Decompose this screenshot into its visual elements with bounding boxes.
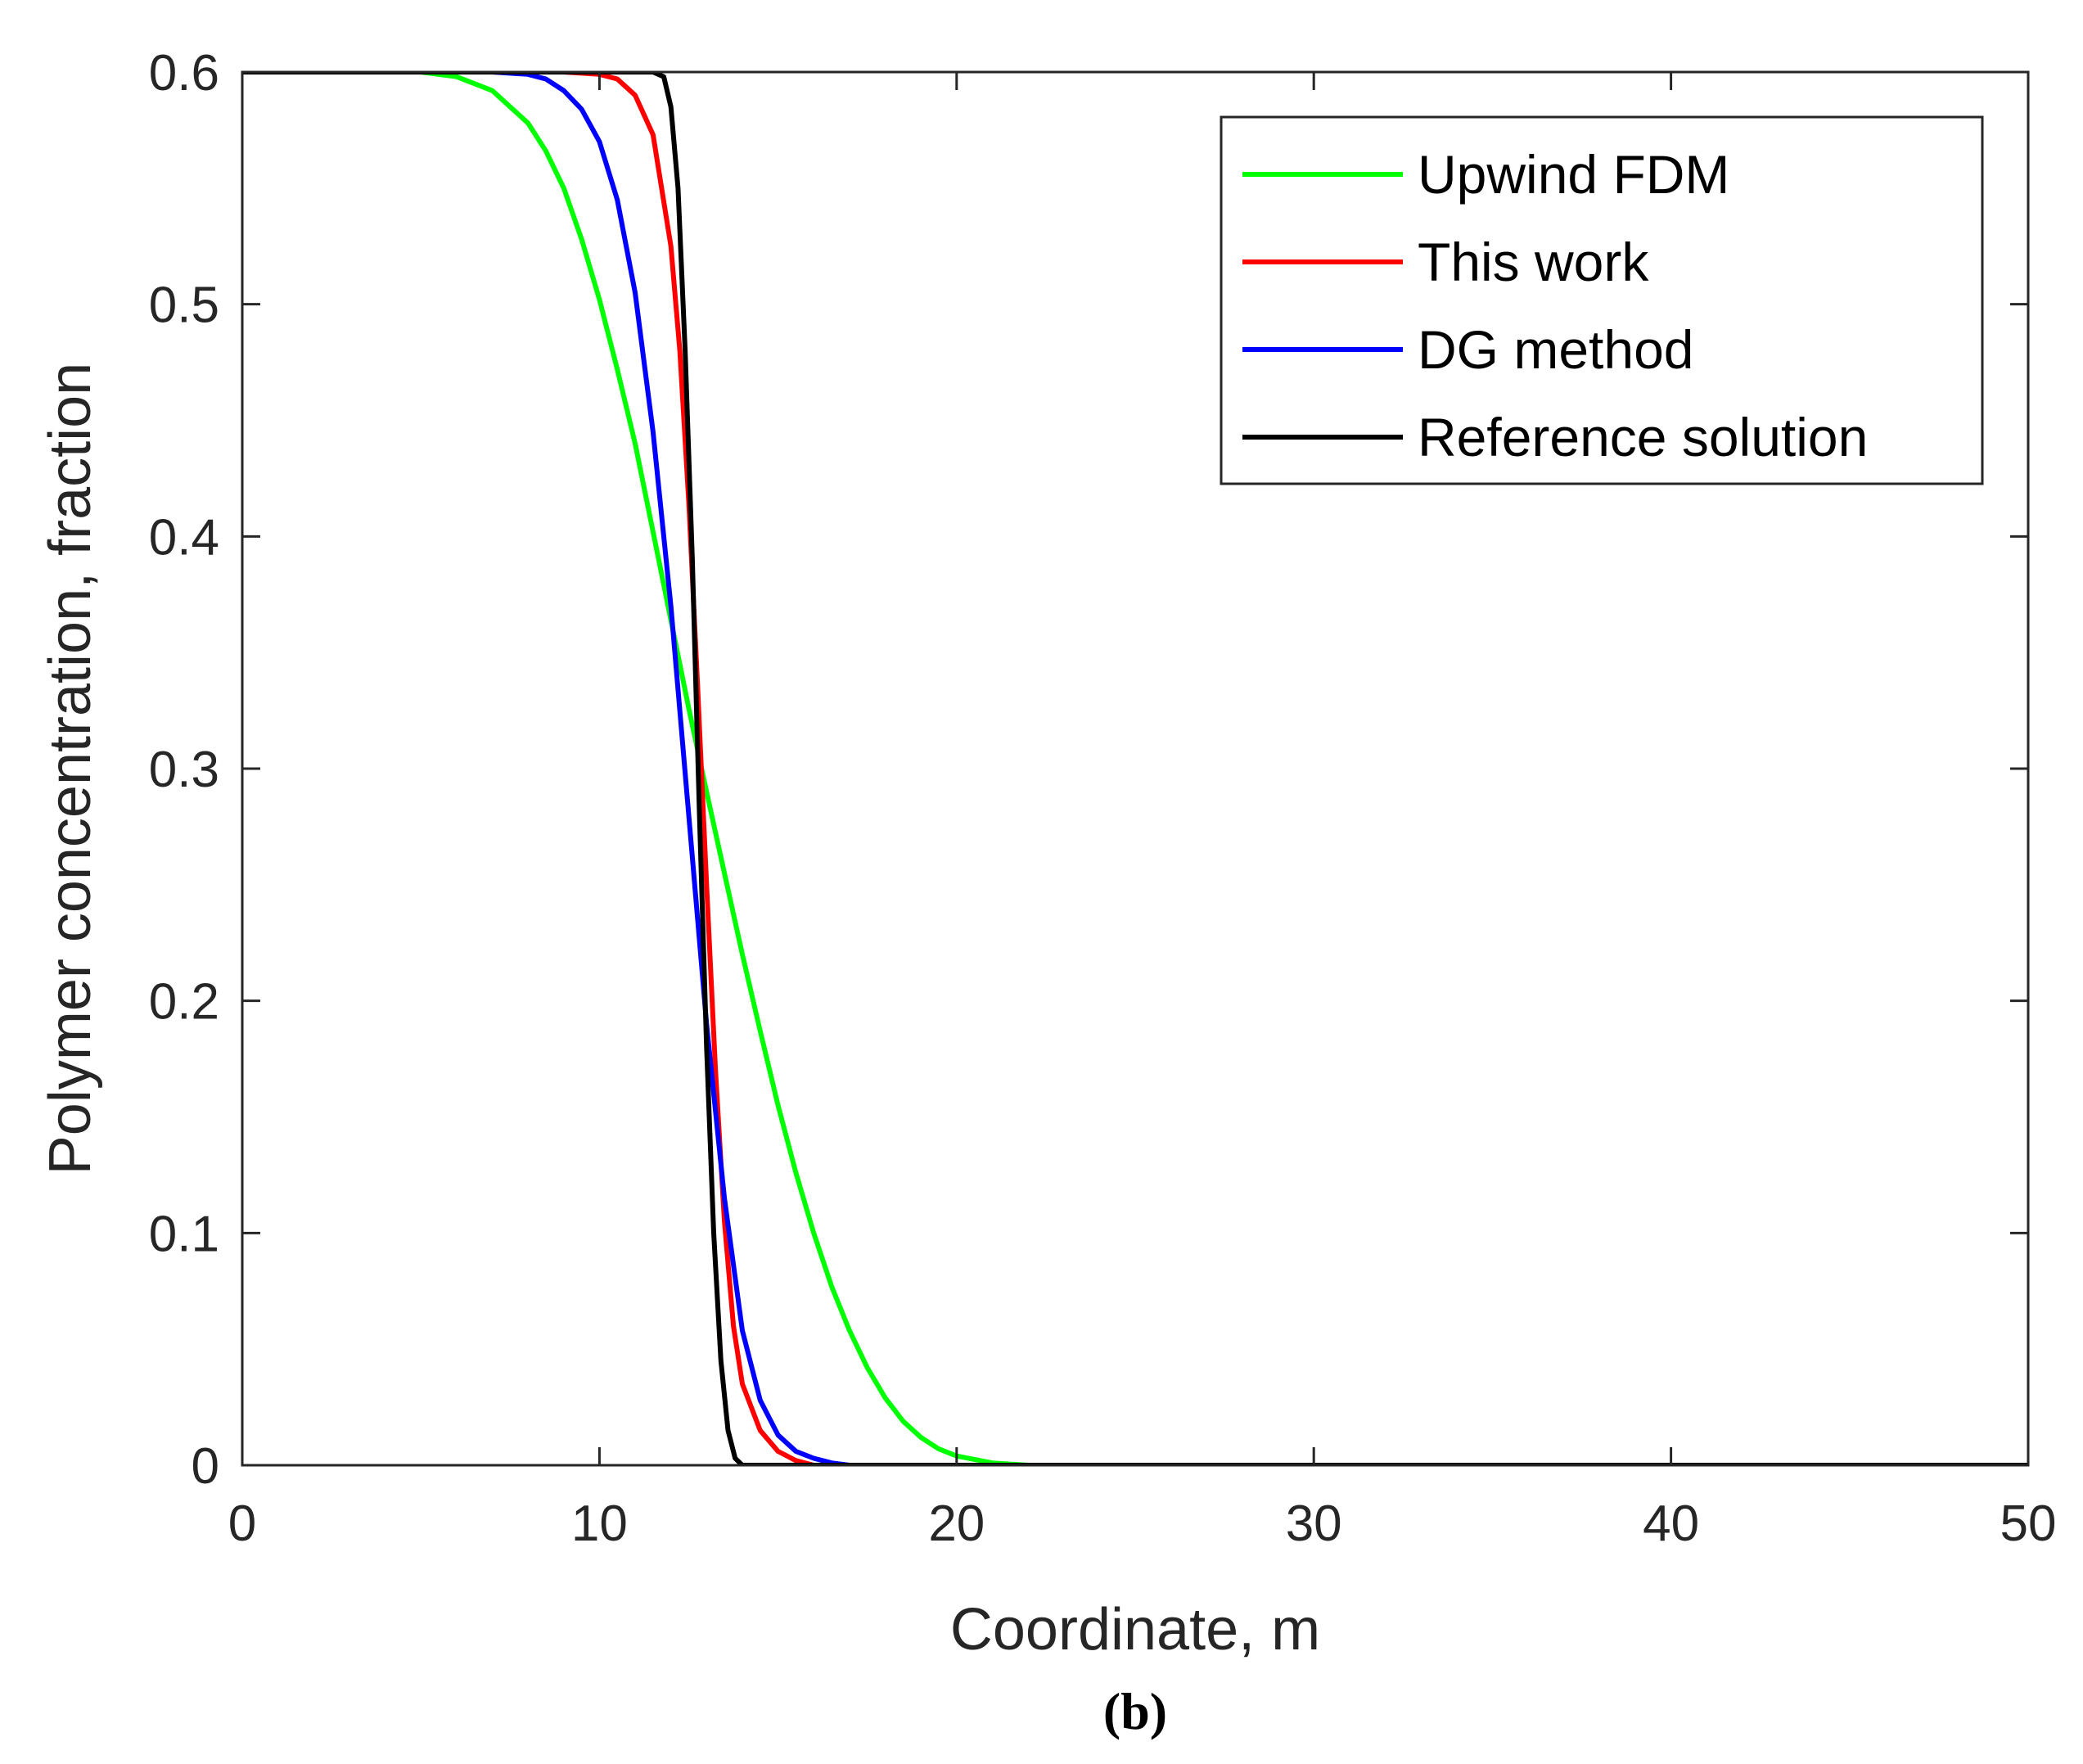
series-line-this-work [242,72,2028,1465]
legend-label-upwind-fdm: Upwind FDM [1418,144,1729,205]
legend-label-dg-method: DG method [1418,319,1693,380]
x-tick-label: 20 [928,1496,985,1552]
y-tick-label: 0.3 [149,742,219,798]
y-tick-label: 0.5 [149,277,219,334]
x-tick-label: 50 [2000,1496,2057,1552]
series-line-reference-solution [242,72,2028,1465]
x-tick-label: 30 [1286,1496,1342,1552]
series-line-upwind-fdm [242,72,2028,1465]
x-tick-label: 10 [571,1496,628,1552]
y-tick-label: 0.6 [149,45,219,102]
legend-label-reference-solution: Reference solution [1418,407,1868,467]
y-axis-label: Polymer concentration, fraction [38,363,103,1175]
y-tick-label: 0 [192,1438,219,1495]
legend: Upwind FDM This work DG method Reference so… [1220,115,1984,485]
figure-caption: (b) [1103,1682,1167,1740]
legend-label-this-work: This work [1418,232,1649,292]
x-axis-label: Coordinate, m [950,1597,1320,1662]
series-line-dg-method [242,72,2028,1465]
y-tick-label: 0.1 [149,1206,219,1262]
plot-layer: 0 10 20 30 40 50 0 0.1 0.2 0.3 0.4 0.5 0.6 Coordinate… [38,45,2056,1740]
legend-box [1220,115,1984,485]
y-tick-label: 0.4 [149,509,219,566]
y-tick-label: 0.2 [149,974,219,1031]
x-tick-label: 0 [228,1496,256,1552]
x-tick-label: 40 [1643,1496,1699,1552]
series-group [242,72,2028,1465]
